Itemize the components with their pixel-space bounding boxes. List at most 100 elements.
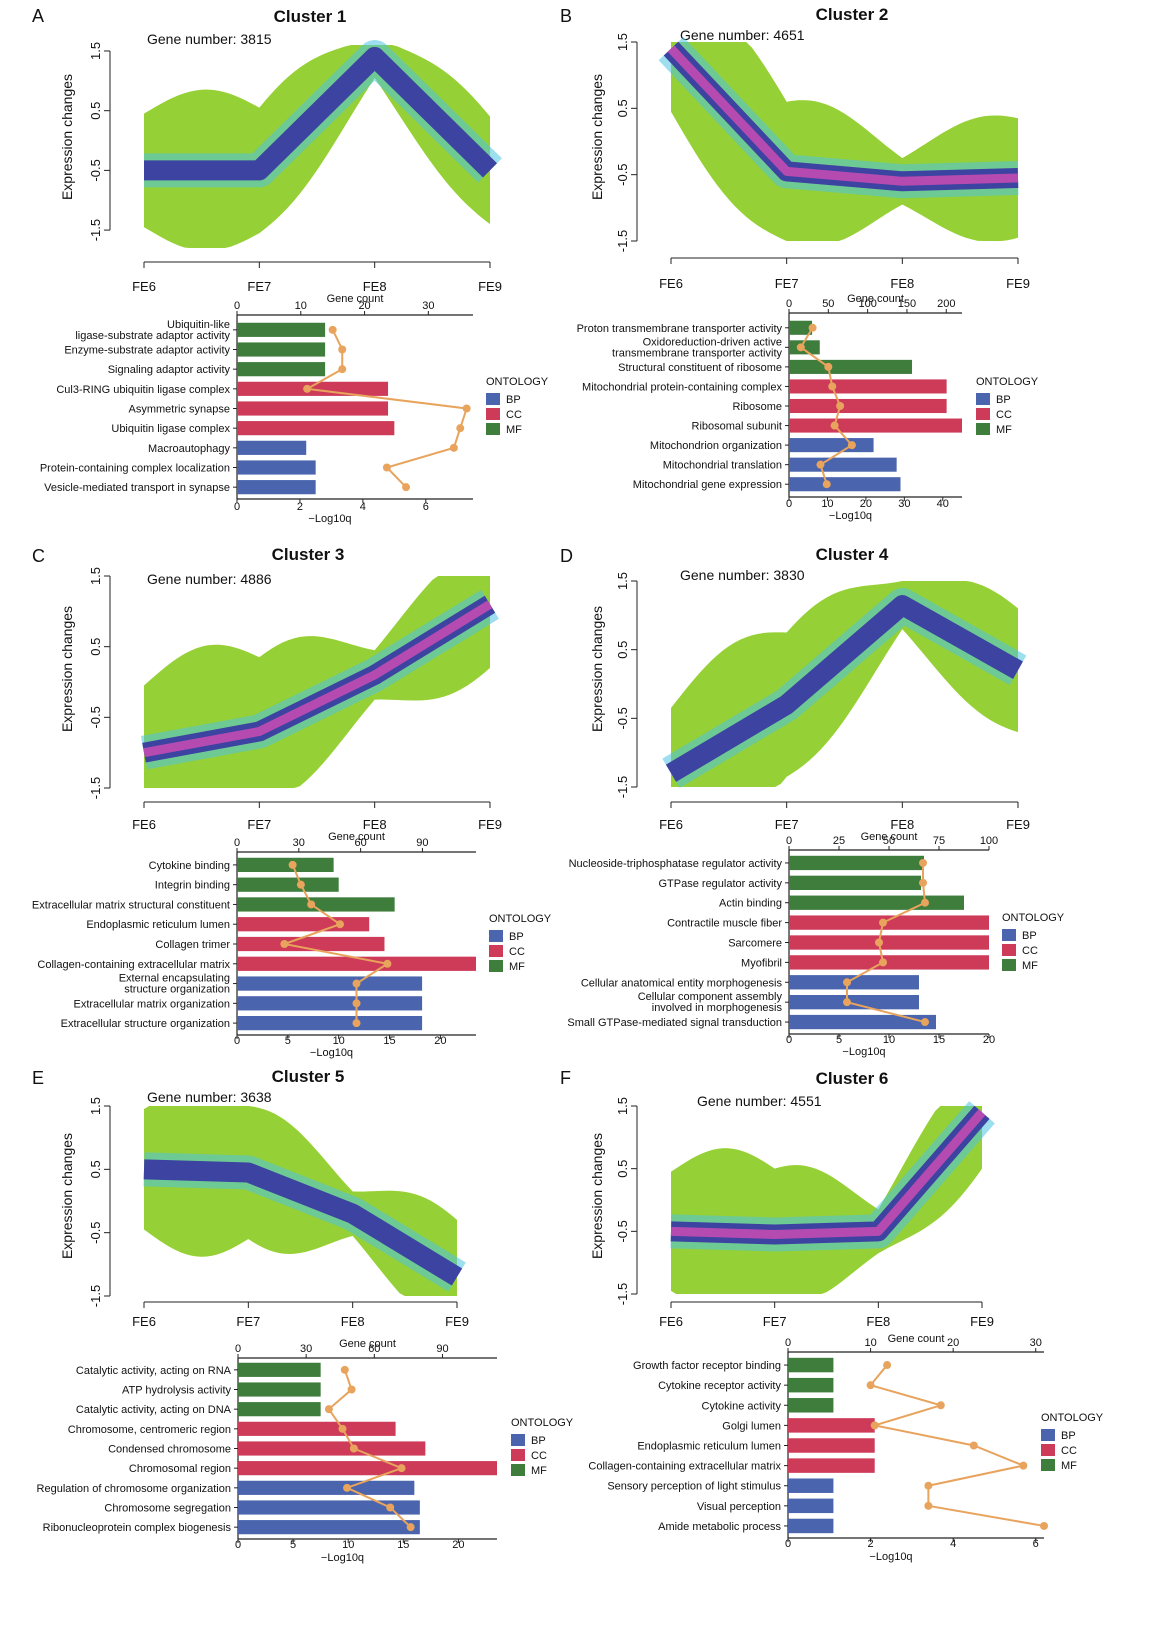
term-label: Mitochondrial gene expression [633,479,782,491]
term-label: Integrin binding [155,880,230,892]
bar-bp [788,1498,834,1514]
panel-f: F Cluster 6 Gene number: 4551 -1.5 -0.5 0.5 1.… [560,1068,1104,1563]
expression-band [671,1106,982,1294]
term-label: Cytokine binding [149,860,230,872]
count-tick-label: 150 [898,298,916,310]
count-point [340,1365,349,1374]
term-label-line: structure organization [124,984,230,996]
x-tick-label: FE8 [890,817,914,832]
expression-core-magenta [667,45,1019,186]
y-tick-label: -0.5 [88,706,103,728]
term-label: Ribonucleoprotein complex biogenesis [43,1522,232,1534]
expression-core-magenta [143,600,493,758]
term-label: Amide metabolic process [658,1521,781,1533]
log-tick-label: 20 [983,1034,995,1046]
term-label: Cytokine receptor activity [658,1380,781,1392]
count-axis-label: Gene count [327,293,384,305]
count-point [843,978,851,987]
count-point [1019,1461,1028,1470]
term-label: Contractile muscle fiber [667,918,782,930]
count-tick-label: 100 [980,835,998,847]
term-label: Extracellular matrix structural constitu… [32,899,230,911]
gene-number: Gene number: 3638 [147,1089,272,1105]
legend-swatch-mf [1002,959,1016,971]
legend-swatch-bp [1041,1429,1055,1441]
y-axis-label: Expression changes [589,1133,605,1259]
legend-label: MF [506,424,522,436]
count-point [338,345,347,354]
bar-bp [788,1518,834,1534]
gene-number: Gene number: 4886 [147,571,272,587]
bar-bp [237,480,316,495]
count-point [919,858,927,867]
y-tick-label: -0.5 [88,159,103,181]
legend-swatch-cc [486,408,500,420]
log-tick-label: 15 [383,1035,395,1047]
term-label: Mitochondrion organization [650,440,782,452]
legend-label: CC [509,946,525,958]
log-tick-label: 20 [452,1539,464,1551]
log-tick-label: 5 [290,1539,296,1551]
legend-label: BP [531,1435,546,1447]
term-label: Structural constituent of ribosome [618,362,782,374]
legend-title: ONTOLOGY [511,1417,574,1429]
y-tick-label: -0.5 [615,163,630,185]
bar-mf [788,1398,834,1413]
x-tick-label: FE6 [132,279,156,294]
count-point [969,1441,978,1450]
term-label-line: involved in morphogenesis [652,1002,783,1014]
legend-label: BP [506,394,521,406]
expression-core-magenta [670,1109,986,1239]
term-label: Sarcomere [728,938,782,950]
legend-label: CC [531,1450,547,1462]
legend-label: BP [1022,930,1037,942]
count-point [1040,1521,1048,1530]
x-tick-label: FE7 [236,1314,260,1329]
legend-swatch-cc [976,408,990,420]
term-label: Condensed chromosome [108,1444,231,1456]
count-point [822,480,831,489]
y-tick-label: -0.5 [615,707,630,729]
bar-bp [789,1014,936,1030]
term-label: Catalytic activity, acting on RNA [76,1365,232,1377]
count-point [397,1464,406,1473]
bar-bp [238,1480,415,1495]
bar-cc [788,1418,875,1433]
legend-title: ONTOLOGY [1002,912,1065,924]
count-tick-label: 90 [436,1343,448,1355]
count-point [352,1019,361,1028]
term-label-line: transmembrane transporter activity [612,347,782,359]
enrichment-chart: 0 25 50 75 100 Gene count 0 5 10 15 20 −Log10q Nucle… [567,831,998,1058]
bar-mf [238,1382,321,1397]
bar-mf [788,1357,834,1373]
log-tick-label: 0 [234,501,240,513]
term-label-line: Cellular component assembly [638,991,783,1003]
bar-bp [237,996,423,1011]
bar-mf [237,897,395,912]
count-point [352,999,361,1008]
cluster-title: Cluster 3 [272,545,345,564]
term-label: Collagen-containing extracellular matrix [588,1461,781,1473]
legend-label: CC [996,409,1012,421]
log-tick-label: 0 [786,498,792,510]
cluster-title: Cluster 5 [272,1067,345,1086]
count-point [843,998,851,1007]
term-label-line: Oxidoreduction-driven active [643,336,782,348]
log-tick-label: 15 [397,1539,409,1551]
term-label: Cul3-RING ubiquitin ligase complex [56,384,230,396]
y-tick-label: -1.5 [615,1283,630,1305]
legend-label: BP [1061,1430,1076,1442]
bar-cc [789,379,947,394]
bar-bp [238,1520,420,1535]
log-tick-label: 30 [898,498,910,510]
count-point [828,382,837,391]
log-tick-label: 2 [297,501,303,513]
term-label: Chromosome, centromeric region [68,1424,231,1436]
legend-label: MF [996,424,1012,436]
term-label: Enzyme-substrate adaptor activity [64,345,230,357]
ontology-legend: ONTOLOGY BP CC MF [486,376,549,436]
expression-band [671,42,1018,241]
count-point [406,1523,415,1532]
